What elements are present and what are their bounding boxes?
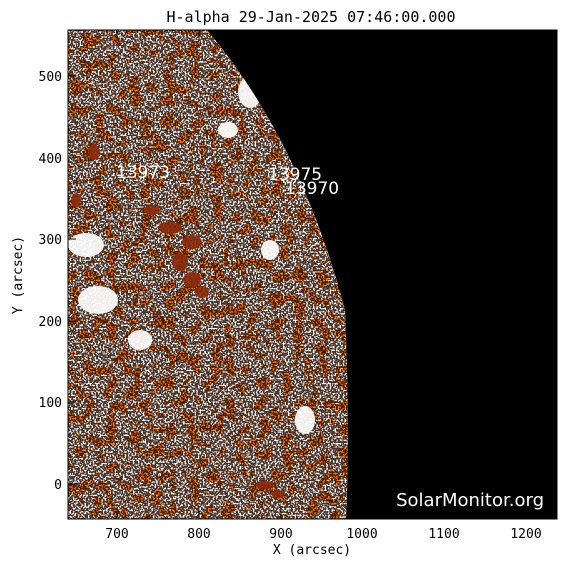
y-tick-label: 0 [54,478,62,493]
bright-plage [68,76,315,434]
plot-frame [67,29,558,520]
x-tick-label: 900 [269,527,292,542]
image-plot [68,30,557,519]
y-tick-label: 200 [39,315,62,330]
y-axis [68,75,557,485]
y-tick-label: 400 [39,152,62,167]
x-tick-label: 1200 [510,527,541,542]
y-axis-label: Y (arcsec) [11,236,26,314]
x-tick-label: 800 [187,527,210,542]
x-axis [116,30,527,519]
x-tick-label: 700 [105,527,128,542]
region-label-13973: 13973 [116,163,170,183]
plot-title: H-alpha 29-Jan-2025 07:46:00.000 [167,8,456,26]
region-label-13970: 13970 [285,179,339,199]
active-filament [71,144,285,498]
y-tick-label: 500 [39,70,62,85]
x-tick-label: 1000 [346,527,377,542]
watermark: SolarMonitor.org [396,490,544,511]
y-tick-label: 100 [39,396,62,411]
region-label-13975: 13975 [268,165,322,185]
x-tick-label: 1100 [428,527,459,542]
x-axis-label: X (arcsec) [273,543,351,558]
y-tick-label: 300 [39,233,62,248]
